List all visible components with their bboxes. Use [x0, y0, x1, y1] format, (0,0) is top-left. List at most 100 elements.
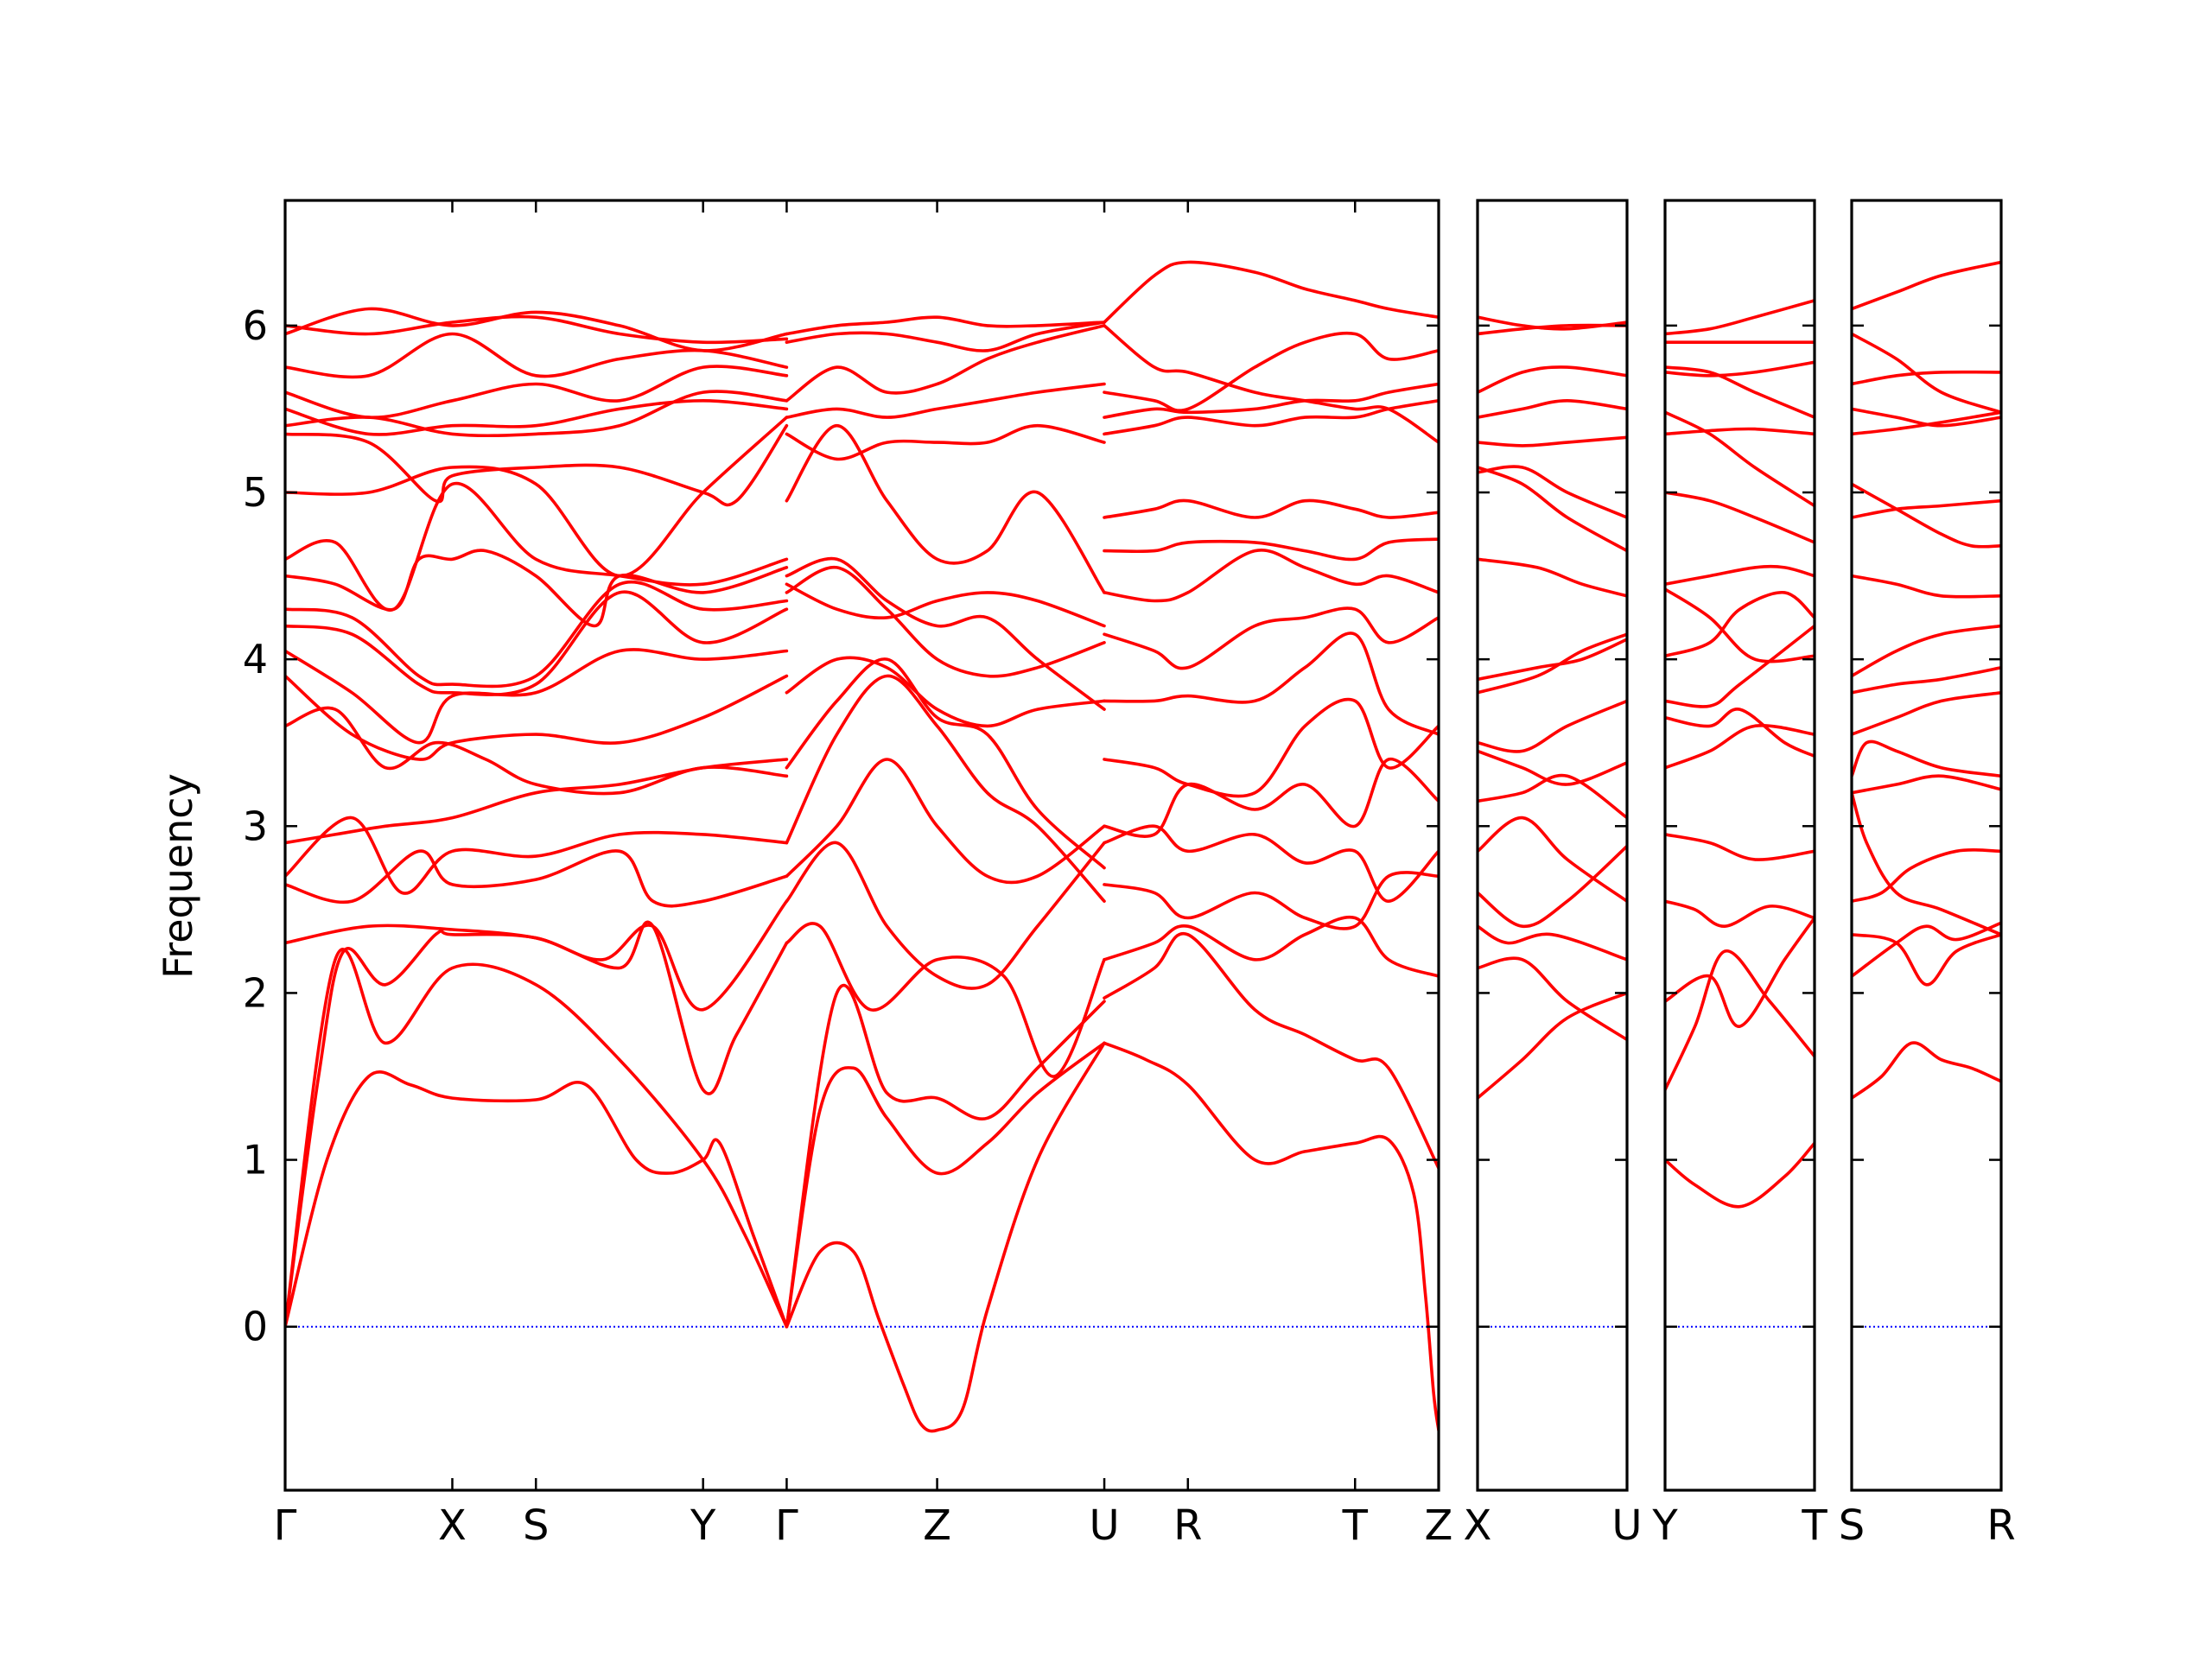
band-line: [785, 382, 1106, 419]
band-line: [1665, 708, 1815, 758]
band-line: [1852, 666, 2001, 695]
band-line: [1103, 606, 1439, 670]
band-line: [1103, 697, 1439, 798]
band-line: [285, 1070, 789, 1329]
band-lines: [285, 260, 1439, 1433]
band-line: [285, 674, 789, 761]
band-line: [285, 481, 789, 613]
band-line: [785, 324, 1106, 403]
band-line: [785, 1041, 1106, 1329]
band-line: [785, 582, 1106, 628]
band-line: [1103, 537, 1439, 562]
band-lines: [1665, 299, 1815, 1209]
x-tick-label: S: [523, 1501, 549, 1550]
panel-frame: [1476, 199, 1629, 1492]
x-tick-label: Z: [923, 1501, 951, 1550]
band-lines: [1478, 315, 1627, 1100]
band-line: [1478, 465, 1627, 519]
band-line: [1478, 315, 1627, 331]
band-line: [285, 314, 789, 345]
x-tick-label: R: [1986, 1501, 2015, 1550]
band-line: [1665, 624, 1815, 708]
band-line: [285, 899, 789, 1012]
band-line: [285, 590, 789, 696]
band-line: [1665, 427, 1815, 436]
band-line: [285, 399, 789, 436]
band-lines: [1852, 260, 2001, 1100]
band-line: [1852, 370, 2001, 386]
band-line: [1478, 773, 1627, 820]
band-line: [1103, 331, 1439, 412]
x-tick-label: Γ: [775, 1501, 798, 1550]
band-line: [1665, 360, 1815, 378]
band-line: [785, 315, 1106, 336]
y-tick-label: 4: [243, 636, 268, 682]
band-line: [1478, 991, 1627, 1100]
band-line: [1852, 933, 2001, 987]
panel-1: 0 1 2 3 4 5 6 Γ X S Y Γ Z U R T Z: [243, 199, 1452, 1550]
band-line: [1852, 407, 2001, 428]
band-line: [285, 580, 789, 689]
band-line: [785, 657, 1106, 870]
x-tick-label: U: [1611, 1501, 1642, 1550]
x-tick-label: Y: [1651, 1501, 1678, 1550]
panel-frame: [1663, 199, 1816, 1492]
band-line: [1665, 916, 1815, 1028]
band-line: [1665, 899, 1815, 929]
band-line: [785, 1041, 1106, 1433]
band-line: [785, 423, 1106, 461]
band-line: [1665, 833, 1815, 861]
band-line: [1103, 915, 1439, 978]
band-line: [785, 656, 1106, 728]
band-line: [285, 706, 789, 796]
band-line: [1478, 699, 1627, 753]
band-line: [1665, 949, 1815, 1092]
x-tick-label: T: [1801, 1501, 1827, 1550]
x-tick-label: Y: [690, 1501, 716, 1550]
band-line: [1665, 1141, 1815, 1209]
band-line: [1852, 921, 2001, 978]
band-line: [1103, 324, 1439, 444]
panel-frame: [1850, 199, 2003, 1492]
band-line: [785, 423, 1106, 594]
band-line: [1665, 591, 1815, 658]
band-line: [1103, 632, 1439, 736]
band-line: [1665, 724, 1815, 770]
x-tick-label: R: [1173, 1501, 1202, 1550]
band-line: [1478, 749, 1627, 786]
x-tick-label: Γ: [274, 1501, 297, 1550]
band-line: [1103, 399, 1439, 436]
band-line: [1103, 498, 1439, 519]
band-line: [1103, 382, 1439, 419]
band-line: [1478, 365, 1627, 394]
band-line: [1478, 435, 1627, 447]
band-line: [1103, 824, 1439, 903]
band-line: [1852, 848, 2001, 903]
band-line: [1665, 365, 1815, 419]
band-line: [1103, 931, 1439, 1170]
band-line: [1478, 844, 1627, 929]
band-line: [1852, 624, 2001, 678]
x-tick-label: S: [1839, 1501, 1865, 1550]
y-tick-label: 6: [243, 302, 268, 349]
band-line: [1478, 638, 1627, 682]
band-line: [1103, 758, 1439, 838]
band-line: [285, 307, 789, 352]
band-line: [1852, 410, 2001, 436]
band-line: [1852, 574, 2001, 599]
y-axis-label: Frequency: [155, 773, 201, 979]
band-line: [1852, 498, 2001, 519]
band-line: [1103, 871, 1439, 930]
band-line: [785, 841, 1106, 990]
band-line: [785, 556, 1106, 711]
band-line: [285, 423, 789, 507]
band-line: [1852, 774, 2001, 795]
panel-frame: [283, 199, 1440, 1492]
x-tick-label: T: [1342, 1501, 1369, 1550]
band-line: [1478, 399, 1627, 419]
band-line: [1852, 1041, 2001, 1100]
